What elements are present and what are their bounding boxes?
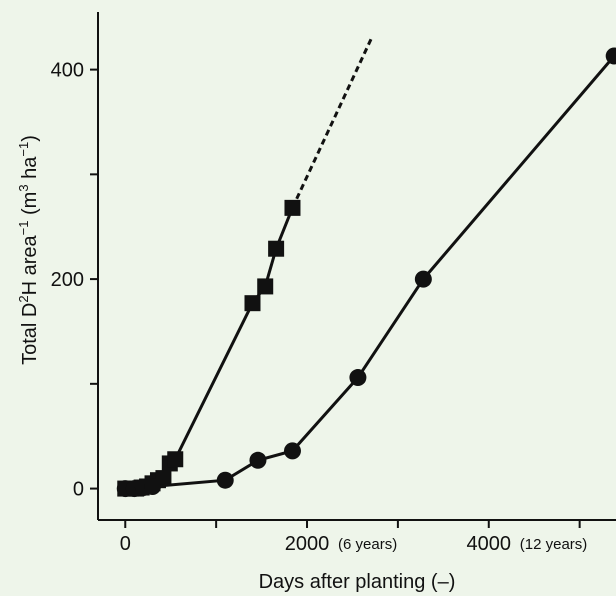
data-point	[144, 477, 162, 495]
data-point	[249, 451, 267, 469]
y-title-text: )	[19, 135, 41, 142]
data-point	[349, 369, 367, 387]
x-tick-note: (6 years)	[338, 536, 397, 553]
data-point	[605, 47, 616, 65]
series-square	[117, 35, 374, 497]
y-title-superscript: −1	[16, 142, 31, 157]
y-title-text: ha	[19, 156, 41, 185]
y-tick-label: 400	[51, 60, 84, 82]
series-circle	[116, 47, 616, 498]
series-line	[125, 207, 294, 491]
data-point	[216, 471, 234, 489]
x-axis-title: Days after planting (–)	[259, 571, 456, 593]
y-axis-title: Total D2H area−1 (m3 ha−1)	[16, 135, 41, 365]
data-point	[414, 270, 432, 288]
data-point	[257, 278, 274, 295]
y-title-text: H area	[19, 235, 41, 296]
extrapolation-line	[291, 35, 374, 209]
y-title-text: Total D	[19, 303, 41, 365]
series-layer	[116, 35, 616, 498]
y-tick-label: 0	[73, 479, 84, 501]
series-line	[125, 55, 616, 491]
axis-ticks: 0 2000 (6 years) 4000 (12 years) 0 200 400	[51, 60, 588, 555]
y-title-text: (m	[19, 192, 41, 221]
data-point	[283, 442, 301, 460]
y-title-superscript: 2	[16, 295, 31, 302]
x-tick-note: (12 years)	[520, 536, 588, 553]
data-point	[268, 240, 285, 257]
x-tick-label: 0	[120, 533, 131, 555]
y-title-superscript: −1	[16, 221, 31, 236]
x-tick-label: 4000	[467, 533, 512, 555]
axes-frame	[97, 12, 616, 521]
x-tick-label: 2000	[285, 533, 330, 555]
y-title-superscript: 3	[16, 184, 31, 191]
data-point	[167, 451, 184, 468]
data-point	[244, 295, 261, 312]
data-point	[284, 199, 301, 216]
y-tick-label: 200	[51, 269, 84, 291]
